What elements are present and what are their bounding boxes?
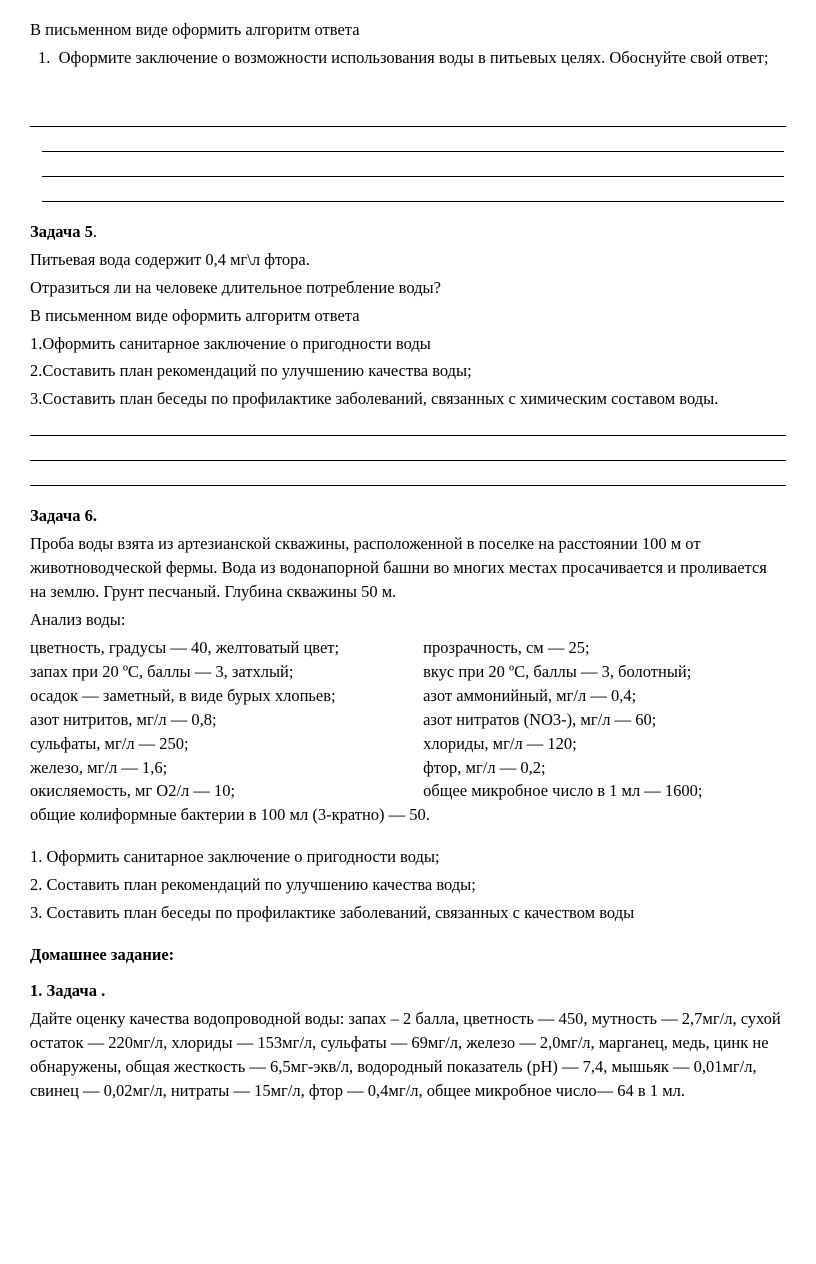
task6-q3: 3. Составить план беседы по профилактике… [30, 901, 786, 925]
analysis-row: железо, мг/л — 1,6; фтор, мг/л — 0,2; [30, 756, 786, 780]
task6-desc: Проба воды взята из артезианской скважин… [30, 532, 786, 604]
homework-heading: Домашнее задание: [30, 943, 786, 967]
analysis-left: запах при 20 ºС, баллы — 3, затхлый; [30, 660, 423, 684]
intro-item1-text: Оформите заключение о возможности исполь… [59, 48, 769, 67]
analysis-left: железо, мг/л — 1,6; [30, 756, 423, 780]
task6-analysis-label: Анализ воды: [30, 608, 786, 632]
analysis-row: цветность, градусы — 40, желтоватый цвет… [30, 636, 786, 660]
blank-line [42, 181, 784, 202]
analysis-left: осадок — заметный, в виде бурых хлопьев; [30, 684, 423, 708]
task5-line: 2.Составить план рекомендаций по улучшен… [30, 359, 786, 383]
intro-item1: 1. Оформите заключение о возможности исп… [30, 46, 786, 70]
blank-line [42, 156, 784, 177]
task5-line: 1.Оформить санитарное заключение о приго… [30, 332, 786, 356]
homework-text: Дайте оценку качества водопроводной воды… [30, 1007, 786, 1103]
analysis-row: азот нитритов, мг/л — 0,8; азот нитратов… [30, 708, 786, 732]
intro-line: В письменном виде оформить алгоритм отве… [30, 18, 786, 42]
analysis-right: прозрачность, см — 25; [423, 636, 786, 660]
task6-heading: Задача 6. [30, 504, 786, 528]
intro-item1-num: 1. [38, 48, 50, 67]
task6-q1: 1. Оформить санитарное заключение о приг… [30, 845, 786, 869]
analysis-left: цветность, градусы — 40, желтоватый цвет… [30, 636, 423, 660]
blank-line [42, 131, 784, 152]
task5-heading-period: . [93, 222, 97, 241]
analysis-row: запах при 20 ºС, баллы — 3, затхлый; вку… [30, 660, 786, 684]
homework-task-heading: 1. Задача . [30, 979, 786, 1003]
blank-line [30, 465, 786, 486]
blank-line [30, 415, 786, 436]
analysis-left: окисляемость, мг О2/л — 10; [30, 779, 423, 803]
analysis-row: осадок — заметный, в виде бурых хлопьев;… [30, 684, 786, 708]
blank-line [30, 440, 786, 461]
analysis-row: сульфаты, мг/л — 250;хлориды, мг/л — 120… [30, 732, 786, 756]
task6-q2: 2. Составить план рекомендаций по улучше… [30, 873, 786, 897]
analysis-left: сульфаты, мг/л — 250; [30, 732, 423, 756]
analysis-right: общее микробное число в 1 мл — 1600; [423, 779, 786, 803]
analysis-right: вкус при 20 ºС, баллы — 3, болотный; [423, 660, 786, 684]
task5-line: 3.Составить план беседы по профилактике … [30, 387, 786, 411]
analysis-right: азот аммонийный, мг/л — 0,4; [423, 684, 786, 708]
analysis-row: окисляемость, мг О2/л — 10; общее микроб… [30, 779, 786, 803]
analysis-right: фтор, мг/л — 0,2; [423, 756, 786, 780]
analysis-right: азот нитратов (NO3-), мг/л — 60; [423, 708, 786, 732]
analysis-left: азот нитритов, мг/л — 0,8; [30, 708, 423, 732]
task5-heading-bold: Задача 5 [30, 222, 93, 241]
task5-line: В письменном виде оформить алгоритм отве… [30, 304, 786, 328]
blank-line [30, 106, 786, 127]
task5-line: Питьевая вода содержит 0,4 мг\л фтора. [30, 248, 786, 272]
task5-line: Отразиться ли на человеке длительное пот… [30, 276, 786, 300]
task6-overflow: общие колиформные бактерии в 100 мл (3-к… [30, 803, 786, 827]
task6-analysis-rows: цветность, градусы — 40, желтоватый цвет… [30, 636, 786, 803]
analysis-right: хлориды, мг/л — 120; [423, 732, 786, 756]
task5-heading: Задача 5. [30, 220, 786, 244]
